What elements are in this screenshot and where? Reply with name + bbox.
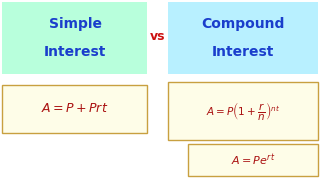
Text: Compound: Compound <box>201 17 285 31</box>
FancyBboxPatch shape <box>168 82 318 140</box>
FancyBboxPatch shape <box>2 2 147 74</box>
Text: $A = P + Prt$: $A = P + Prt$ <box>41 102 109 116</box>
Text: Simple: Simple <box>49 17 101 31</box>
Text: $A = Pe^{rt}$: $A = Pe^{rt}$ <box>231 152 275 168</box>
Text: $A = P\left(1+\dfrac{r}{n}\right)^{nt}$: $A = P\left(1+\dfrac{r}{n}\right)^{nt}$ <box>206 100 280 122</box>
FancyBboxPatch shape <box>2 85 147 133</box>
Text: Interest: Interest <box>212 45 274 59</box>
FancyBboxPatch shape <box>188 144 318 176</box>
FancyBboxPatch shape <box>168 2 318 74</box>
Text: vs: vs <box>150 30 166 42</box>
Text: Interest: Interest <box>44 45 106 59</box>
